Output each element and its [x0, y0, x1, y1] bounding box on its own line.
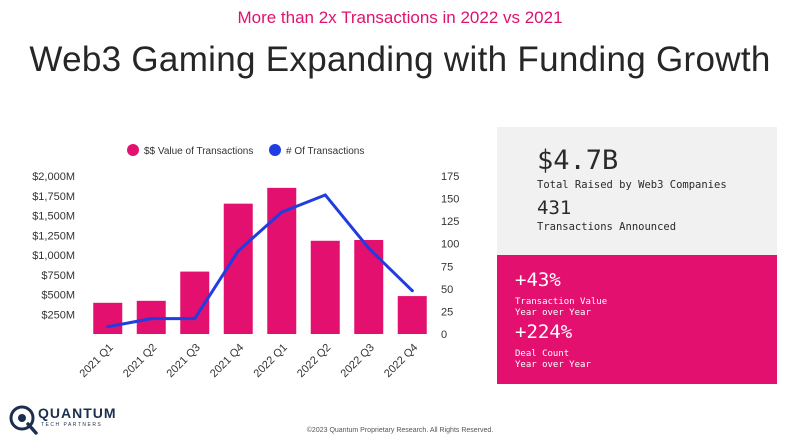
x-tick-label: 2021 Q3 [165, 342, 203, 380]
right-tick-label: 75 [441, 261, 453, 273]
chart-legend: $$ Value of Transactions # Of Transactio… [127, 144, 364, 157]
right-tick-label: 25 [441, 306, 453, 318]
line-point [367, 246, 371, 250]
bar-2022-q1 [267, 187, 297, 334]
right-axis: 0 25 50 75 100 125 150 175 [441, 171, 459, 341]
line-point [236, 249, 240, 253]
growth-panel: +43% Transaction Value Year over Year +2… [497, 255, 777, 384]
left-tick-label: $750M [41, 270, 75, 282]
transactions-label: Transactions Announced [537, 221, 677, 233]
page-title: Web3 Gaming Expanding with Funding Growt… [29, 40, 771, 79]
x-tick-label: 2021 Q2 [121, 342, 159, 380]
value-growth-label: Transaction Value [515, 297, 608, 307]
line-point [149, 317, 153, 321]
left-tick-label: $1,750M [32, 191, 75, 203]
transactions-value: 431 [537, 197, 572, 219]
x-tick-label: 2022 Q4 [382, 342, 420, 380]
total-raised-value: $4.7B [537, 145, 619, 176]
right-tick-label: 50 [441, 284, 453, 296]
left-tick-label: $1,250M [32, 230, 75, 242]
count-growth-label: Deal Count [515, 349, 570, 359]
total-raised-label: Total Raised by Web3 Companies [537, 179, 727, 191]
bar-2021-q1 [93, 302, 123, 334]
count-growth-period: Year over Year [515, 360, 591, 370]
line-point [410, 289, 414, 293]
x-axis: 2021 Q1 2021 Q2 2021 Q3 2021 Q4 2022 Q1 2022 … [78, 342, 421, 380]
x-tick-label: 2021 Q1 [78, 342, 116, 380]
count-growth: +224% [515, 321, 573, 343]
left-axis: $250M $500M $750M $1,000M $1,250M $1,500M $1,7… [32, 171, 75, 321]
legend-label-value: $$ Value of Transactions [144, 146, 253, 157]
value-growth: +43% [515, 269, 561, 291]
line-point [106, 325, 110, 329]
bar-2021-q4 [223, 203, 253, 334]
totals-panel: $4.7B Total Raised by Web3 Companies 431… [497, 127, 777, 255]
bar-series [93, 187, 427, 334]
copyright-footer: ©2023 Quantum Proprietary Research. All … [306, 427, 494, 434]
line-point [193, 317, 197, 321]
brand-name: QUANTUM [38, 405, 117, 421]
left-tick-label: $1,500M [32, 211, 75, 223]
legend-label-count: # Of Transactions [286, 146, 364, 157]
bar-2022-q2 [310, 240, 340, 334]
x-tick-label: 2022 Q2 [295, 342, 333, 380]
left-tick-label: $250M [41, 309, 75, 321]
right-tick-label: 100 [441, 239, 459, 251]
right-tick-label: 0 [441, 329, 447, 341]
x-tick-label: 2021 Q4 [208, 342, 246, 380]
left-tick-label: $2,000M [32, 171, 75, 183]
bar-2022-q3 [354, 239, 384, 334]
left-tick-label: $500M [41, 290, 75, 302]
q-logo-icon [9, 405, 38, 435]
x-tick-label: 2022 Q3 [339, 342, 377, 380]
brand-tagline: TECH PARTNERS [41, 422, 103, 428]
chart-subtitle: More than 2x Transactions in 2022 vs 202… [237, 8, 563, 27]
transactions-line [106, 193, 414, 329]
right-tick-label: 150 [441, 194, 459, 206]
legend-swatch-count [269, 144, 281, 156]
line-series [106, 193, 414, 329]
left-tick-label: $1,000M [32, 250, 75, 262]
x-tick-label: 2022 Q1 [252, 342, 290, 380]
right-tick-label: 125 [441, 216, 459, 228]
legend-swatch-value [127, 144, 139, 156]
line-point [280, 210, 284, 214]
bar-2022-q4 [397, 296, 427, 334]
value-growth-period: Year over Year [515, 308, 591, 318]
line-point [323, 193, 327, 197]
right-tick-label: 175 [441, 171, 459, 183]
